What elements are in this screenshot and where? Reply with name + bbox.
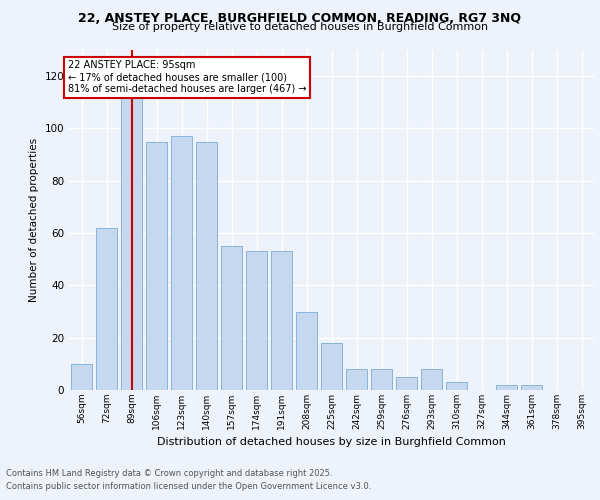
Text: 22 ANSTEY PLACE: 95sqm
← 17% of detached houses are smaller (100)
81% of semi-de: 22 ANSTEY PLACE: 95sqm ← 17% of detached… [68,60,306,94]
Bar [221,246,242,390]
Bar [396,377,417,390]
Bar [146,142,167,390]
Bar [271,252,292,390]
Bar [496,385,517,390]
Bar [296,312,317,390]
Bar [521,385,542,390]
Bar [446,382,467,390]
Text: 22, ANSTEY PLACE, BURGHFIELD COMMON, READING, RG7 3NQ: 22, ANSTEY PLACE, BURGHFIELD COMMON, REA… [79,12,521,26]
X-axis label: Distribution of detached houses by size in Burghfield Common: Distribution of detached houses by size … [157,438,506,448]
Bar [371,369,392,390]
Text: Contains HM Land Registry data © Crown copyright and database right 2025.: Contains HM Land Registry data © Crown c… [6,468,332,477]
Text: Size of property relative to detached houses in Burghfield Common: Size of property relative to detached ho… [112,22,488,32]
Bar [346,369,367,390]
Bar [121,76,142,390]
Bar [246,252,267,390]
Bar [96,228,117,390]
Bar [196,142,217,390]
Bar [71,364,92,390]
Y-axis label: Number of detached properties: Number of detached properties [29,138,39,302]
Bar [321,343,342,390]
Text: Contains public sector information licensed under the Open Government Licence v3: Contains public sector information licen… [6,482,371,491]
Bar [171,136,192,390]
Bar [421,369,442,390]
